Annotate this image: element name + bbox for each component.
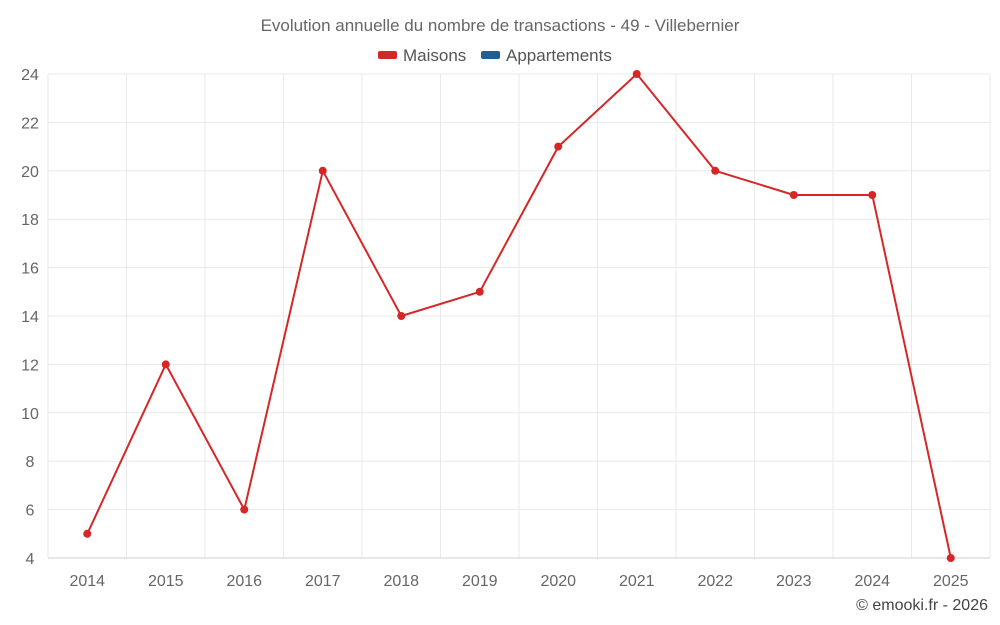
series-line-maisons — [86, 73, 952, 559]
y-tick-label: 16 — [21, 261, 39, 278]
legend-label-appartements[interactable]: Appartements — [506, 46, 612, 65]
x-tick-label: 2014 — [69, 573, 105, 590]
y-tick-label: 8 — [26, 454, 35, 471]
x-tick-label: 2017 — [305, 573, 341, 590]
x-axis: 2014 2015 2016 2017 2018 2019 2020 2021 2022 2023… — [48, 557, 990, 590]
y-axis: 4 6 8 10 12 14 16 18 20 22 24 — [21, 67, 39, 568]
data-point[interactable] — [397, 312, 406, 320]
y-tick-label: 10 — [21, 406, 39, 423]
y-tick-label: 24 — [21, 67, 39, 84]
x-tick-label: 2022 — [697, 573, 733, 590]
y-tick-label: 6 — [26, 503, 35, 520]
legend-swatch-maisons — [378, 51, 397, 59]
legend-swatch-appartements — [481, 51, 500, 59]
y-tick-label: 12 — [21, 357, 39, 374]
x-tick-label: 2020 — [540, 573, 576, 590]
data-point[interactable] — [240, 505, 249, 514]
x-tick-label: 2021 — [619, 573, 655, 590]
y-tick-label: 4 — [26, 551, 35, 568]
x-tick-label: 2018 — [383, 573, 419, 590]
data-point[interactable] — [789, 191, 798, 199]
y-tick-label: 18 — [21, 212, 39, 229]
x-tick-label: 2016 — [226, 573, 262, 590]
data-point[interactable] — [632, 70, 641, 78]
data-point[interactable] — [711, 166, 720, 175]
legend: Maisons Appartements — [378, 46, 612, 65]
x-tick-label: 2025 — [933, 573, 969, 590]
data-point[interactable] — [161, 360, 170, 369]
x-tick-label: 2023 — [776, 573, 812, 590]
data-point[interactable] — [868, 191, 877, 199]
series-maisons — [83, 70, 955, 562]
x-tick-label: 2024 — [854, 573, 890, 590]
chart-title: Evolution annuelle du nombre de transact… — [261, 16, 740, 35]
x-tick-label: 2015 — [148, 573, 184, 590]
y-tick-label: 20 — [21, 164, 39, 181]
credit-text: © emooki.fr - 2026 — [856, 597, 988, 614]
data-point[interactable] — [554, 142, 563, 151]
x-tick-label: 2019 — [462, 573, 498, 590]
legend-label-maisons[interactable]: Maisons — [403, 46, 466, 65]
data-point[interactable] — [318, 166, 327, 175]
y-tick-label: 22 — [21, 115, 39, 132]
data-point[interactable] — [475, 287, 484, 296]
data-point[interactable] — [946, 554, 955, 562]
grid — [47, 73, 991, 559]
y-tick-label: 14 — [21, 309, 39, 326]
data-point[interactable] — [83, 529, 92, 538]
